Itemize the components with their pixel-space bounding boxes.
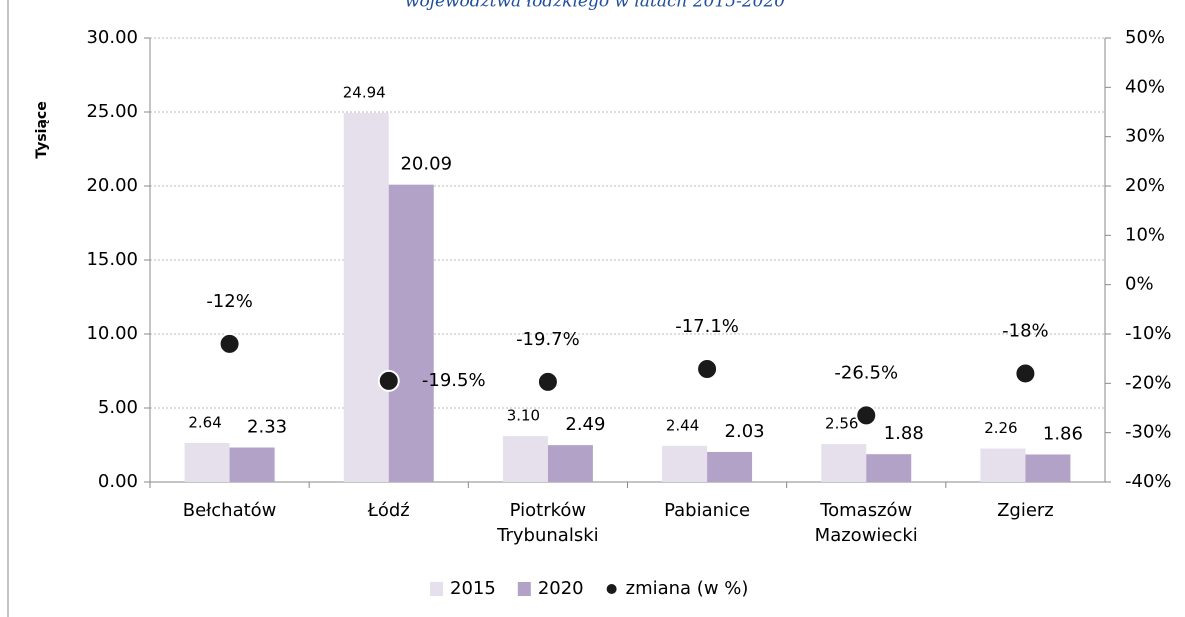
point	[696, 358, 719, 381]
data-label: -12%	[206, 291, 253, 312]
bar	[547, 445, 593, 482]
y2-tick-label: 0%	[1125, 274, 1154, 295]
chart-title: województwa łódzkiego w latach 2015-2020	[405, 0, 785, 12]
y2-tick-label: 30%	[1125, 126, 1165, 147]
bar	[662, 445, 708, 482]
y-tick-label: 20.00	[86, 175, 138, 196]
data-label: -26.5%	[834, 362, 898, 383]
y2-tick-label: 50%	[1125, 27, 1165, 48]
data-label: -19.7%	[516, 329, 580, 350]
data-label: -18%	[1002, 320, 1049, 341]
data-label: 2.44	[666, 416, 699, 434]
x-tick-label: Pabianice	[664, 500, 751, 521]
data-label: 2.56	[825, 415, 858, 433]
y-tick-label: 0.00	[98, 471, 138, 492]
data-label: 2.26	[984, 419, 1017, 437]
legend-label: 2015	[450, 578, 496, 599]
x-tick-label: Zgierz	[997, 500, 1054, 521]
y2-tick-label: -10%	[1125, 323, 1172, 344]
bar	[343, 112, 389, 482]
y2-tick-label: -30%	[1125, 422, 1172, 443]
y-tick-label: 5.00	[98, 397, 138, 418]
bar	[388, 184, 434, 482]
data-label: 3.10	[507, 407, 540, 425]
point	[377, 369, 400, 392]
y2-tick-label: 40%	[1125, 76, 1165, 97]
bar	[184, 442, 230, 482]
bar	[1025, 454, 1071, 482]
legend-label: 2020	[538, 578, 584, 599]
y2-tick-label: 20%	[1125, 175, 1165, 196]
y2-tick-label: -40%	[1125, 471, 1172, 492]
y2-tick-label: -20%	[1125, 372, 1172, 393]
bar	[502, 436, 548, 482]
y-axis-label: Tysiące	[34, 101, 50, 158]
bar	[866, 454, 912, 482]
y-tick-label: 10.00	[86, 323, 138, 344]
legend-label: zmiana (w %)	[626, 578, 749, 599]
point	[855, 404, 878, 427]
legend-marker	[606, 584, 617, 594]
x-tick-label: Bełchatów	[182, 500, 277, 521]
data-label: -17.1%	[675, 316, 739, 337]
legend-marker	[517, 582, 531, 596]
point	[536, 370, 559, 393]
y-tick-label: 25.00	[86, 101, 138, 122]
bar	[707, 451, 753, 482]
data-label: 1.86	[1043, 423, 1083, 444]
y-tick-label: 15.00	[86, 249, 138, 270]
x-tick-label: Łódź	[367, 500, 410, 521]
x-tick-label: Tomaszów Mazowiecki	[814, 500, 918, 546]
bar	[821, 444, 867, 482]
point	[1014, 362, 1037, 385]
legend-marker	[430, 582, 443, 596]
bar	[229, 447, 275, 482]
bar	[980, 448, 1026, 482]
data-label: -19.5%	[422, 370, 486, 391]
y-tick-label: 30.00	[86, 27, 138, 48]
data-label: 2.49	[565, 414, 605, 435]
data-label: 20.09	[400, 154, 452, 175]
data-label: 2.33	[247, 417, 287, 438]
data-label: 24.94	[343, 83, 386, 101]
data-label: 2.64	[188, 413, 221, 431]
point	[218, 332, 241, 355]
data-label: 1.88	[884, 423, 924, 444]
data-label: 2.03	[725, 421, 765, 442]
y2-tick-label: 10%	[1125, 224, 1165, 245]
x-tick-label: Piotrków Trybunalski	[497, 500, 599, 546]
